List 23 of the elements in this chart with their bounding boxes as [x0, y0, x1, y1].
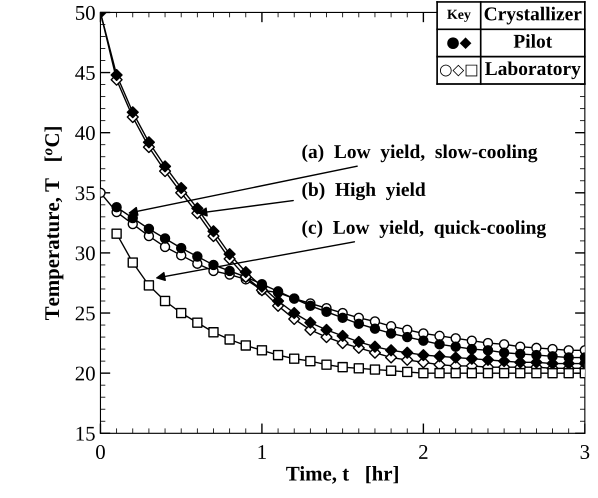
- x-tick-label: 3: [580, 445, 590, 460]
- x-tick-label: 2: [419, 445, 428, 459]
- y-tick-label: 25: [76, 306, 95, 320]
- y-tick-label: 30: [76, 246, 95, 260]
- y-tick-label: 40: [75, 126, 95, 140]
- y-tick-label: 45: [75, 66, 95, 80]
- y-axis-title: Temperature, T [$^{o}$C]: [44, 127, 64, 320]
- annotation: Pilot: [514, 34, 552, 48]
- y-tick-label: 35: [76, 186, 95, 200]
- y-tick-label: 50: [76, 6, 95, 20]
- annotation: Laboratory: [485, 61, 581, 80]
- annotation: (b) High yield: [302, 182, 426, 200]
- annotation: ●◆: [447, 37, 472, 50]
- annotation: Crystallizer: [484, 6, 582, 24]
- y-tick-label: 20: [76, 366, 95, 381]
- annotation: (c) Low yield, quick-cooling: [302, 220, 546, 238]
- x-tick-label: 0: [96, 444, 105, 460]
- annotation: ○◇□: [440, 64, 478, 76]
- x-axis-title: Time, t [hr]: [286, 466, 398, 484]
- annotation: Key: [447, 10, 471, 22]
- x-tick-label: 1: [258, 445, 266, 459]
- annotation: (a) Low yield, slow-cooling: [302, 144, 538, 162]
- y-tick-label: 15: [76, 426, 95, 441]
